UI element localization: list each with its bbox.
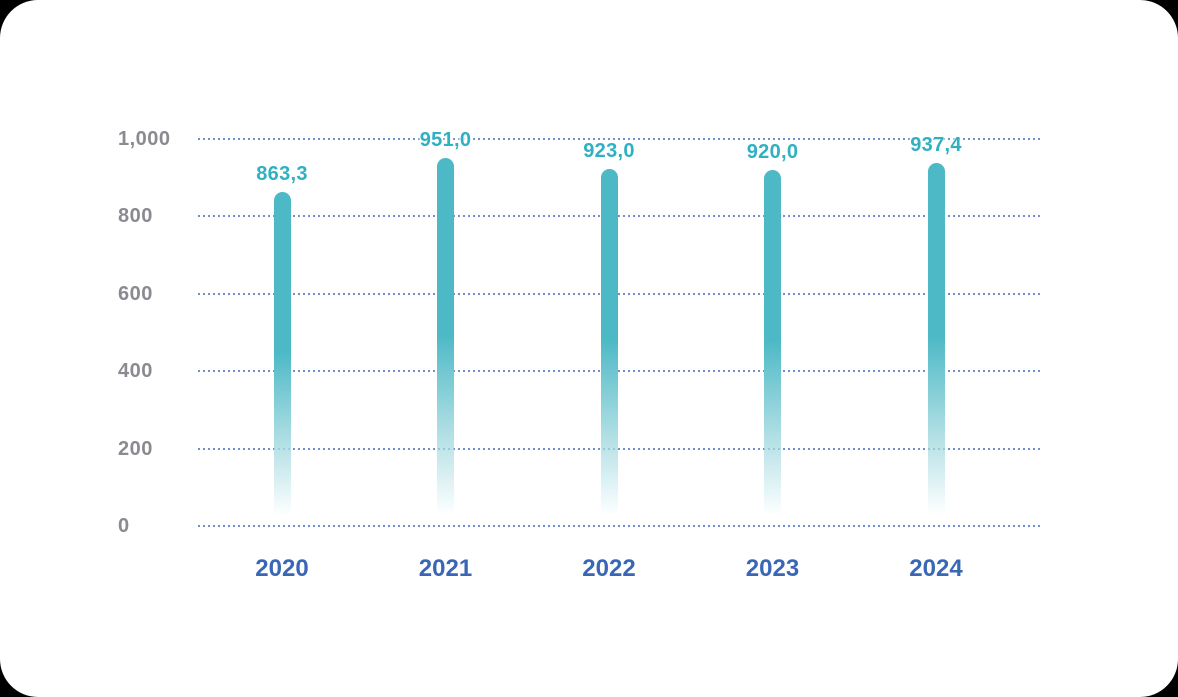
- bar-value-label: 937,4: [910, 134, 962, 157]
- x-axis-tick-label: 2023: [745, 555, 800, 582]
- y-axis-tick-label: 200: [118, 437, 153, 460]
- gridline: [198, 292, 1040, 295]
- gridline: [198, 138, 1040, 140]
- y-axis-tick-label: 800: [118, 205, 153, 228]
- gridline: [198, 370, 1040, 373]
- bar: [600, 168, 618, 526]
- gridline: [198, 525, 1040, 527]
- x-axis-tick-label: 2020: [255, 555, 309, 582]
- bar: [437, 157, 454, 526]
- bar: [764, 169, 781, 526]
- bar: [273, 191, 291, 526]
- bar-value-label: 951,0: [419, 128, 472, 151]
- bar-value-label: 923,0: [583, 139, 635, 162]
- bar-value-label: 863,3: [256, 162, 308, 185]
- y-axis-tick-label: 400: [118, 360, 153, 383]
- x-axis-tick-label: 2024: [909, 555, 963, 582]
- bar-value-label: 920,0: [746, 140, 799, 163]
- y-axis-tick-label: 600: [118, 282, 153, 305]
- y-axis-tick-label: 0: [118, 515, 130, 537]
- x-axis-tick-label: 2021: [418, 555, 473, 582]
- gridline: [198, 447, 1040, 450]
- y-axis-tick-label: 1,000: [118, 128, 171, 150]
- gridline: [198, 215, 1040, 218]
- bar: [927, 163, 945, 526]
- x-axis-tick-label: 2022: [582, 555, 636, 582]
